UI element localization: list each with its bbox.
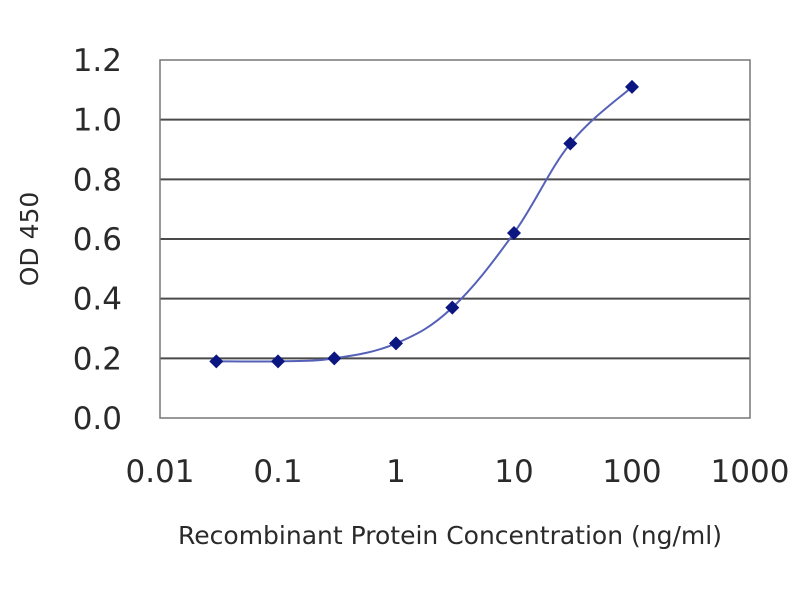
y-tick-label: 0.2 <box>73 341 122 377</box>
grid <box>160 118 750 360</box>
x-tick-label: 0.1 <box>253 454 302 490</box>
x-axis-label: Recombinant Protein Concentration (ng/ml… <box>178 521 722 550</box>
x-tick-label: 10 <box>494 454 533 490</box>
y-tick-label: 1.2 <box>73 43 122 79</box>
data-point-marker <box>271 354 285 369</box>
y-tick-label: 0.6 <box>73 222 122 258</box>
data-point-marker <box>625 79 639 94</box>
y-axis-label: OD 450 <box>15 192 44 287</box>
data-point-marker <box>445 300 460 315</box>
y-tick-label: 0.4 <box>73 282 122 318</box>
y-axis-ticks: 0.0 0.2 0.4 0.6 0.8 1.0 1.2 <box>73 43 122 437</box>
plot-area-frame <box>159 59 751 419</box>
data-point-marker <box>507 226 521 241</box>
y-tick-label: 1.0 <box>73 103 122 139</box>
x-tick-label: 1000 <box>711 454 790 490</box>
x-axis-ticks: 0.01 0.1 1 10 100 1000 <box>125 454 789 490</box>
x-tick-label: 1 <box>386 454 406 490</box>
series <box>209 79 639 369</box>
x-tick-label: 0.01 <box>125 454 194 490</box>
y-tick-label: 0.0 <box>73 401 122 437</box>
x-tick-label: 100 <box>602 454 661 490</box>
data-point-marker <box>389 336 403 351</box>
y-tick-label: 0.8 <box>73 162 122 198</box>
data-point-marker <box>327 351 342 366</box>
data-point-marker <box>209 354 224 369</box>
data-point-marker <box>563 136 578 151</box>
